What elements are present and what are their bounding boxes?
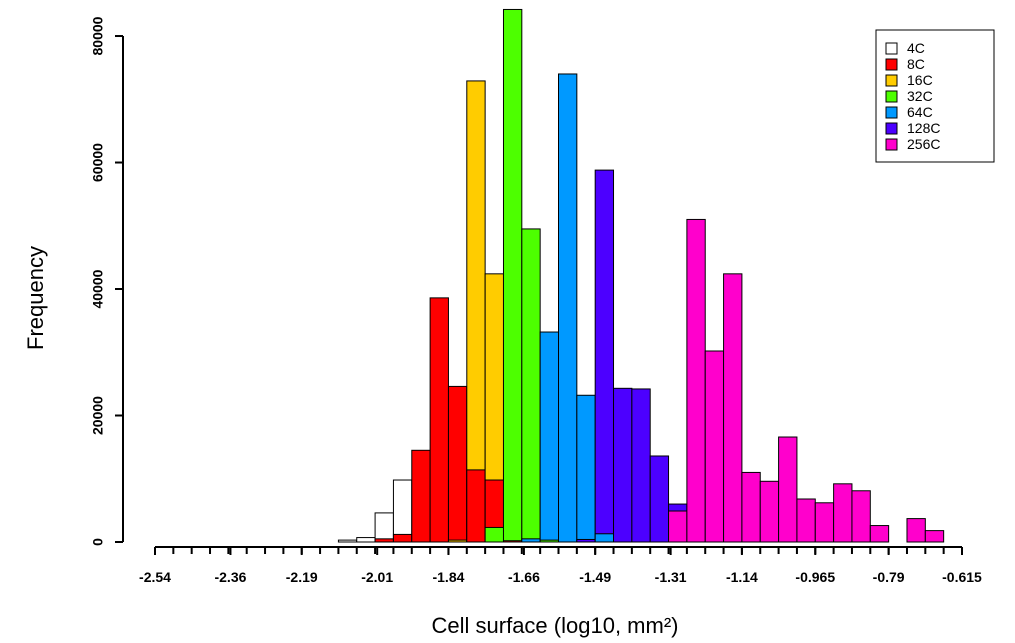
- bar: [796, 498, 816, 543]
- legend-swatch: [885, 58, 898, 71]
- bar: [429, 297, 449, 543]
- x-tick-label: -0.965: [795, 569, 835, 585]
- bar: [502, 8, 523, 543]
- x-tick-label: -2.01: [361, 569, 393, 585]
- bar: [869, 525, 890, 543]
- bar: [539, 539, 560, 543]
- bar: [741, 471, 761, 543]
- bar: [778, 436, 798, 543]
- bar: [924, 530, 945, 543]
- bar: [521, 538, 541, 543]
- bar: [392, 533, 413, 543]
- bar: [686, 218, 706, 543]
- bar: [668, 510, 688, 543]
- legend-swatch: [885, 138, 898, 151]
- bar: [576, 538, 596, 543]
- bar: [814, 502, 835, 543]
- legend-swatch: [885, 42, 898, 55]
- y-axis-title: Frequency: [23, 246, 48, 350]
- bars: [337, 8, 945, 543]
- bar: [723, 273, 743, 543]
- x-tick-label: -0.79: [873, 569, 905, 585]
- bar: [466, 469, 486, 543]
- legend-label: 64C: [907, 104, 933, 120]
- bar: [576, 394, 596, 543]
- x-tick-label: -2.19: [286, 569, 318, 585]
- bar: [521, 228, 541, 543]
- legend-swatch: [885, 122, 898, 135]
- bar: [649, 455, 670, 543]
- bar: [447, 539, 468, 543]
- y-tick-label: 40000: [90, 269, 106, 308]
- x-tick-label: -0.615: [942, 569, 982, 585]
- y-tick-label: 80000: [90, 16, 106, 55]
- legend-label: 8C: [907, 56, 925, 72]
- legend-label: 32C: [907, 88, 933, 104]
- bar: [851, 490, 871, 543]
- x-tick-label: -2.54: [139, 569, 171, 585]
- bar: [631, 388, 651, 543]
- y-tick-label: 20000: [90, 396, 106, 435]
- bar: [374, 538, 394, 543]
- bar: [833, 483, 853, 543]
- y-tick-label: 0: [90, 538, 106, 546]
- bar: [539, 331, 560, 543]
- x-tick-label: -1.84: [432, 569, 464, 585]
- legend-swatch: [885, 90, 898, 103]
- legend-swatch: [885, 74, 898, 87]
- legend-label: 4C: [907, 40, 925, 56]
- bar: [484, 526, 504, 543]
- bar: [558, 73, 578, 543]
- bar: [337, 539, 358, 543]
- bar: [594, 169, 615, 543]
- bar: [374, 512, 394, 543]
- x-tick-label: -2.36: [214, 569, 246, 585]
- bar: [411, 449, 431, 543]
- x-tick-label: -1.31: [655, 569, 687, 585]
- legend-swatch: [885, 106, 898, 119]
- x-axis-title: Cell surface (log10, mm²): [432, 613, 679, 638]
- bar: [447, 385, 468, 543]
- bar: [594, 533, 615, 543]
- bar: [392, 479, 413, 543]
- bar: [906, 518, 926, 543]
- bar: [356, 537, 376, 543]
- bar: [704, 350, 725, 543]
- x-tick-label: -1.49: [579, 569, 611, 585]
- legend-label: 128C: [907, 120, 940, 136]
- bar: [502, 540, 523, 543]
- y-tick-label: 60000: [90, 143, 106, 182]
- legend-label: 256C: [907, 136, 940, 152]
- bar: [759, 480, 780, 543]
- legend-label: 16C: [907, 72, 933, 88]
- x-tick-label: -1.14: [726, 569, 758, 585]
- bar: [613, 387, 633, 543]
- x-tick-label: -1.66: [508, 569, 540, 585]
